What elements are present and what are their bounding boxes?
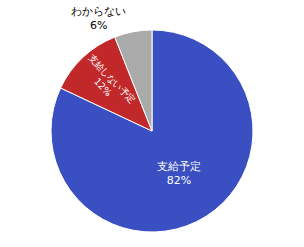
html-text:支給しない予定: 支給しない予定 (86, 51, 138, 106)
html-text:12%: 12% (92, 75, 115, 99)
svg-text:支給予定82%: 支給予定82% (157, 160, 201, 187)
svg-text:わからない6%: わからない6% (71, 5, 126, 32)
